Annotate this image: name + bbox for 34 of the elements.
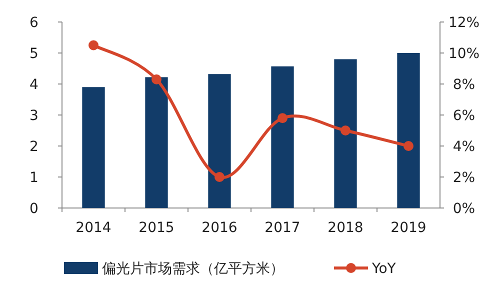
point xyxy=(88,40,98,50)
y2-tick-label: 12% xyxy=(448,15,480,31)
y2-tick-label: 8% xyxy=(452,77,476,93)
y2-tick-label: 4% xyxy=(452,139,476,155)
bar xyxy=(397,53,420,208)
y2-tick-label: 2% xyxy=(452,170,476,186)
point xyxy=(214,172,224,182)
x-tick-label: 2019 xyxy=(390,220,426,236)
y2-tick-label: 10% xyxy=(448,46,480,62)
x-tick-label: 2015 xyxy=(138,220,174,236)
y-tick-label: 4 xyxy=(30,77,39,93)
x-tick-label: 2017 xyxy=(264,220,300,236)
legend-label: 偏光片市场需求（亿平方米） xyxy=(102,261,284,277)
point xyxy=(152,74,162,84)
bar xyxy=(271,66,294,208)
bar xyxy=(145,77,168,208)
bar xyxy=(82,87,105,208)
y-tick-label: 6 xyxy=(30,15,39,31)
y2-tick-label: 6% xyxy=(452,108,476,124)
x-tick-label: 2018 xyxy=(328,220,364,236)
legend-label: YoY xyxy=(371,261,396,277)
bar xyxy=(208,74,231,208)
point xyxy=(340,126,350,136)
y-tick-label: 3 xyxy=(30,108,38,124)
y-tick-label: 5 xyxy=(30,46,38,62)
y-tick-label: 1 xyxy=(30,170,38,186)
x-tick-label: 2016 xyxy=(202,220,238,236)
y2-tick-label: 0% xyxy=(452,201,476,217)
y-tick-label: 2 xyxy=(30,139,38,155)
point xyxy=(404,141,414,151)
point xyxy=(278,113,288,124)
x-tick-label: 2014 xyxy=(76,220,112,236)
bar xyxy=(334,59,357,208)
y-tick-label: 0 xyxy=(30,201,38,217)
